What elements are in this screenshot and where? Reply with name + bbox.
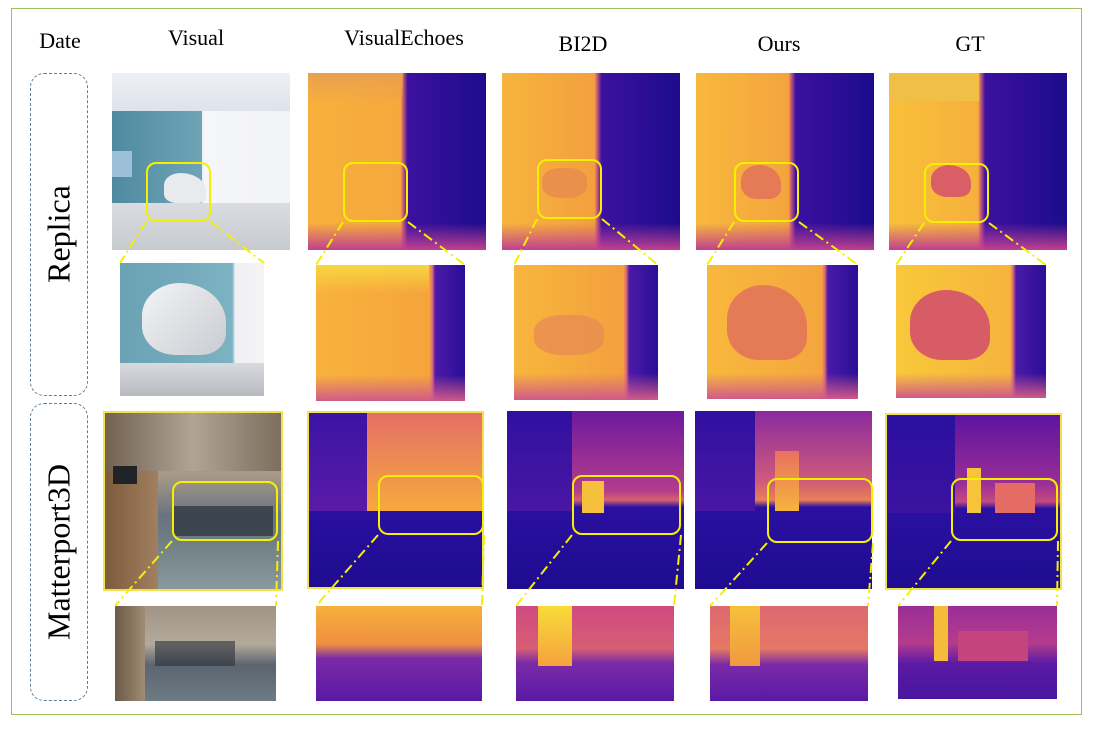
column-header-gt: GT [955,31,985,56]
matterport-visual-rgb [103,411,283,591]
connector-line [798,221,859,266]
matterport-ours-zoom-box [767,478,873,543]
connector-line [513,218,538,266]
connector-line [709,542,768,607]
connector-line [706,221,735,266]
connector-line [867,542,874,607]
connector-line [114,540,173,607]
connector-line [407,221,466,266]
connector-line [210,221,265,264]
row-outline-replica [30,73,88,396]
matterport-ours-depth [695,411,872,589]
replica-visual-zoom-box [146,162,211,222]
column-header-bi2d: BI2D [558,31,608,56]
connector-line [673,534,682,607]
matterport-bi2d-zoom [516,606,674,701]
connector-line [897,540,952,607]
connector-line [515,534,573,607]
connector-line [481,534,485,607]
replica-gt-zoom [896,265,1046,398]
replica-bi2d-zoom [514,265,658,400]
replica-visual-rgb [112,73,290,250]
matterport-gt-frame [885,413,1062,590]
replica-ours-zoom-box [734,162,799,222]
column-header-visual: Visual [167,25,225,50]
connector-line [275,540,279,607]
matterport-gt-zoom [898,606,1057,699]
matterport-visual-frame [103,411,283,591]
replica-bi2d-zoom-box [537,159,602,219]
replica-visual-zoom [120,263,264,396]
column-header-ours: Ours [757,31,801,56]
replica-ours-zoom [707,265,858,399]
matterport-ours-zoom [710,606,868,701]
matterport-visualechoes-depth [307,411,484,589]
figure-frame [11,8,1082,715]
connector-line [315,221,344,266]
replica-gt-zoom-box [924,163,989,223]
matterport-visual-zoom-box [172,481,278,541]
replica-gt-depth [889,73,1067,250]
row-outline-matterport3d [30,403,88,701]
column-header-date: Date [39,28,81,53]
matterport-visualechoes-zoom [316,606,482,701]
connector-line [988,222,1047,266]
connector-line [119,221,147,264]
replica-visualechoes-zoom [316,265,465,401]
matterport-bi2d-depth [507,411,684,589]
connector-line [601,218,659,266]
replica-visualechoes-zoom-box [343,162,408,222]
matterport-gt-depth [885,413,1062,590]
connector-line [315,534,379,607]
matterport-visual-zoom [115,606,276,701]
replica-ours-depth [696,73,874,250]
matterport-visualechoes-zoom-box [378,475,484,535]
matterport-bi2d-zoom-box [572,475,681,535]
matterport-gt-zoom-box [951,478,1058,541]
connector-line [895,222,925,266]
connector-line [1056,540,1059,607]
column-header-visualechoes: VisualEchoes [344,25,464,50]
